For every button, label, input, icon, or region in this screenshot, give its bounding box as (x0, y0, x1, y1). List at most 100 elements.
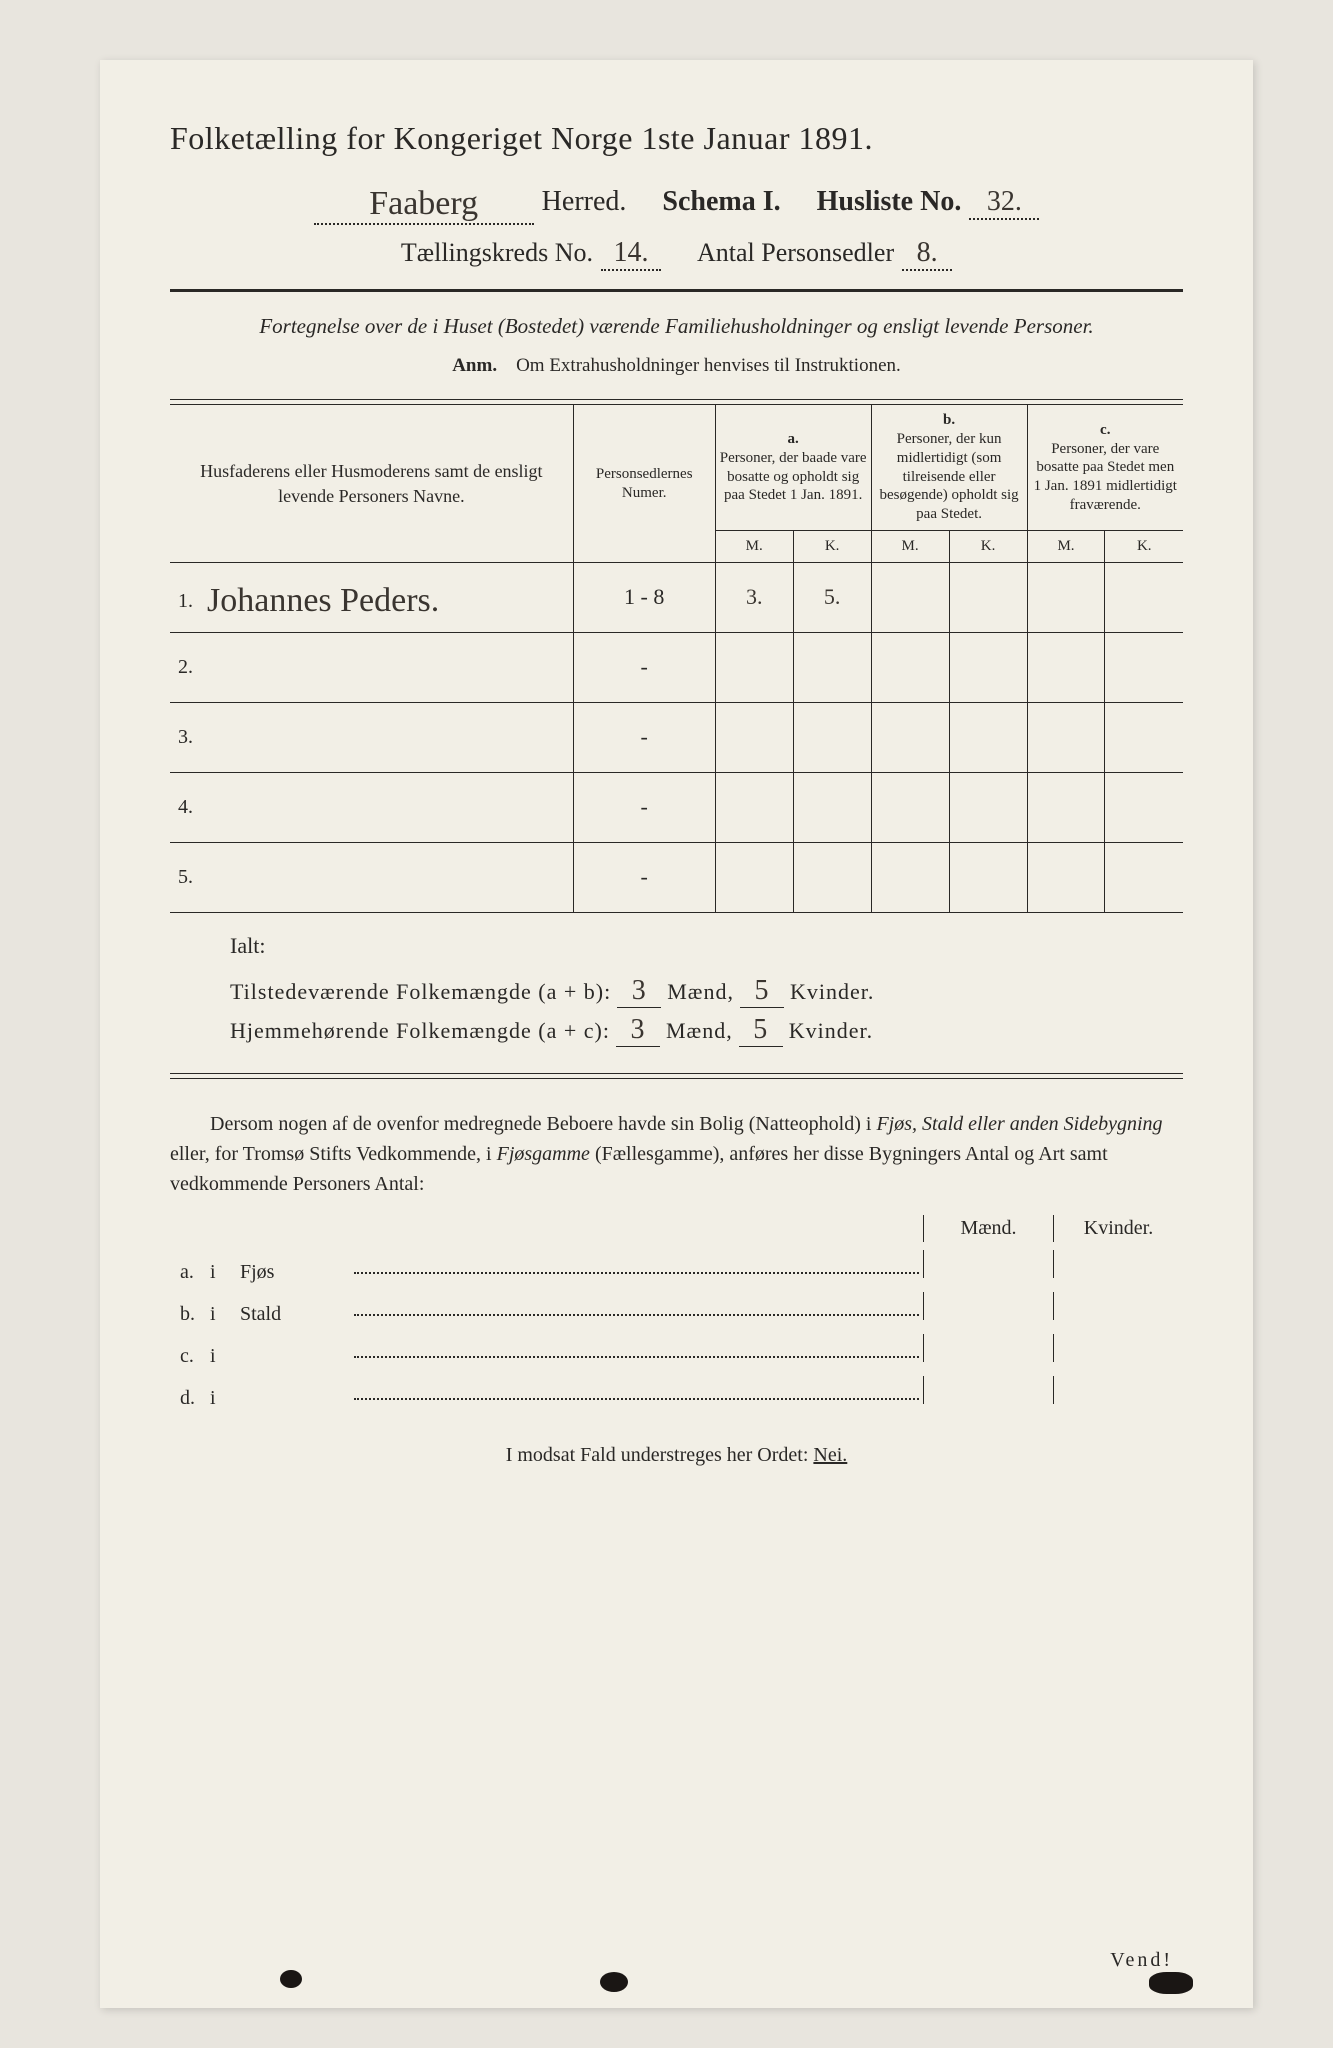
dotted-line (354, 1398, 919, 1400)
row-cK (1105, 562, 1183, 632)
building-k (1053, 1334, 1183, 1362)
row-aK (793, 772, 871, 842)
tilstede-label: Tilstedeværende Folkemængde (a + b): (230, 979, 611, 1005)
row-aM: 3. (715, 562, 793, 632)
mk-bK: K. (949, 530, 1027, 562)
table-row: 2. - (170, 632, 1183, 702)
building-m (923, 1250, 1053, 1278)
row-bK (949, 702, 1027, 772)
census-form-page: Folketælling for Kongeriget Norge 1ste J… (100, 60, 1253, 2008)
row-bM (871, 772, 949, 842)
row-cK (1105, 632, 1183, 702)
body-para: Dersom nogen af de ovenfor medregnede Be… (170, 1109, 1183, 1199)
table-row: 5. - (170, 842, 1183, 912)
building-m (923, 1376, 1053, 1404)
col-b-label: b. (876, 411, 1023, 430)
col-a-label: a. (720, 430, 867, 449)
col-b: b. Personer, der kun midlertidigt (som t… (871, 405, 1027, 531)
antal-label: Antal Personsedler (697, 238, 894, 268)
building-i: i (210, 1261, 240, 1284)
mk-cM: M. (1027, 530, 1105, 562)
row-bK (949, 562, 1027, 632)
row-bK (949, 772, 1027, 842)
row-num: 3. (178, 726, 202, 749)
row-bK (949, 632, 1027, 702)
anm-label: Anm. (452, 355, 497, 376)
building-m (923, 1292, 1053, 1320)
row-name: Johannes Peders. (207, 582, 439, 619)
building-row: d.i (170, 1376, 1183, 1410)
col-numer: Personsedlernes Numer. (573, 405, 715, 562)
row-bM (871, 842, 949, 912)
tilstede-row: Tilstedeværende Folkemængde (a + b): 3 M… (230, 975, 1183, 1008)
row-num: 4. (178, 796, 202, 819)
antal-value: 8. (902, 237, 952, 271)
maend-2: Mænd, (666, 1018, 733, 1044)
dotted-line (354, 1272, 919, 1274)
kreds-row: Tællingskreds No. 14. Antal Personsedler… (170, 237, 1183, 271)
building-name: Fjøs (240, 1261, 350, 1284)
herred-row: Faaberg Herred. Schema I. Husliste No. 3… (170, 181, 1183, 221)
hjemme-label: Hjemmehørende Folkemængde (a + c): (230, 1018, 610, 1044)
mk-bM: M. (871, 530, 949, 562)
row-cK (1105, 842, 1183, 912)
row-aK: 5. (793, 562, 871, 632)
building-name: Stald (240, 1303, 350, 1326)
row-aM (715, 772, 793, 842)
kreds-label: Tællingskreds No. (401, 238, 593, 268)
row-numer: - (573, 772, 715, 842)
mk-aM: M. (715, 530, 793, 562)
table-row: 4. - (170, 772, 1183, 842)
kreds-value: 14. (601, 237, 661, 271)
hjemme-k: 5 (739, 1014, 783, 1047)
building-lbl: b. (170, 1303, 210, 1326)
building-lbl: d. (170, 1387, 210, 1410)
hjemme-row: Hjemmehørende Folkemængde (a + c): 3 Mæn… (230, 1014, 1183, 1047)
vend-label: Vend! (1110, 1949, 1173, 1972)
row-cK (1105, 772, 1183, 842)
building-k (1053, 1250, 1183, 1278)
mid-rule-2 (170, 1078, 1183, 1079)
row-aM (715, 842, 793, 912)
nei-pre: I modsat Fald understreges her Ordet: (506, 1444, 814, 1466)
nei-word: Nei. (813, 1444, 847, 1466)
col-c-text: Personer, der vare bosatte paa Stedet me… (1032, 440, 1179, 515)
kvinder-2: Kvinder. (789, 1018, 873, 1044)
mk-header: Mænd. Kvinder. (170, 1215, 1183, 1242)
ink-blot (1149, 1972, 1193, 1994)
building-i: i (210, 1345, 240, 1368)
divider (170, 289, 1183, 292)
building-row: c.i (170, 1334, 1183, 1368)
row-aM (715, 632, 793, 702)
building-i: i (210, 1387, 240, 1410)
col-b-text: Personer, der kun midlertidigt (som tilr… (876, 430, 1023, 524)
row-numer: - (573, 632, 715, 702)
row-aK (793, 702, 871, 772)
row-numer: - (573, 702, 715, 772)
building-row: b.iStald (170, 1292, 1183, 1326)
building-m (923, 1334, 1053, 1362)
col-names: Husfaderens eller Husmoderens samt de en… (170, 405, 573, 562)
building-lbl: c. (170, 1345, 210, 1368)
building-lbl: a. (170, 1261, 210, 1284)
husliste-label: Husliste No. (817, 186, 962, 218)
row-cM (1027, 772, 1105, 842)
census-table: Husfaderens eller Husmoderens samt de en… (170, 404, 1183, 912)
page-title: Folketælling for Kongeriget Norge 1ste J… (170, 120, 1183, 157)
row-aK (793, 842, 871, 912)
herred-value: Faaberg (314, 185, 534, 225)
row-num: 2. (178, 656, 202, 679)
dotted-line (354, 1314, 919, 1316)
col-c-label: c. (1032, 421, 1179, 440)
row-numer: 1 - 8 (573, 562, 715, 632)
row-cM (1027, 632, 1105, 702)
ialt-label: Ialt: (230, 933, 1183, 959)
tilstede-m: 3 (617, 975, 661, 1008)
col-c: c. Personer, der vare bosatte paa Stedet… (1027, 405, 1183, 531)
kvinder-1: Kvinder. (790, 979, 874, 1005)
table-row: 3. - (170, 702, 1183, 772)
mid-rule-1 (170, 1073, 1183, 1074)
husliste-value: 32. (969, 186, 1039, 220)
table-top-rule (170, 399, 1183, 400)
nei-row: I modsat Fald understreges her Ordet: Ne… (170, 1444, 1183, 1467)
